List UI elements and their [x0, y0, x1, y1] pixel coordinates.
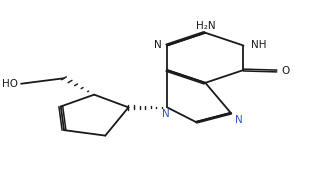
Text: HO: HO [2, 79, 18, 89]
Text: N: N [235, 115, 243, 125]
Text: N: N [162, 109, 170, 119]
Text: H₂N: H₂N [196, 21, 215, 31]
Text: O: O [281, 66, 289, 76]
Text: N: N [154, 41, 161, 50]
Text: NH: NH [251, 40, 267, 50]
